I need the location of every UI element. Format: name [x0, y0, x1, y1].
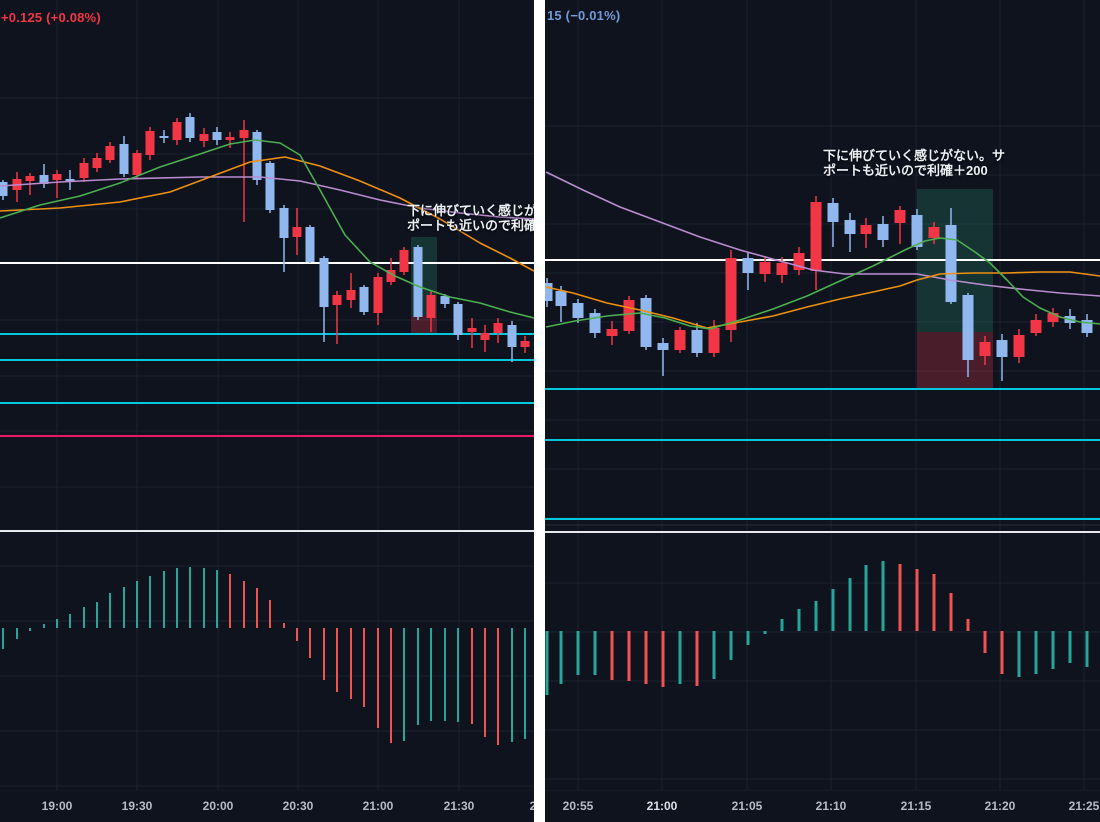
time-axis[interactable]: 19:00 19:30 20:00 20:30 21:00 21:30 22:00 [0, 790, 534, 822]
time-label: 21:25 [1068, 799, 1100, 813]
price-chart-canvas-left[interactable] [0, 0, 534, 822]
trade-note-annotation[interactable]: 下に伸びていく感じがない。サ ポートも近いので利確＋200 [407, 203, 534, 233]
trade-note-line: ポートも近いので利確＋200 [407, 218, 534, 233]
chart-panel-right[interactable]: 15 (−0.01%) 下に伸びていく感じがない。サ ポートも近いので利確＋20… [545, 0, 1100, 822]
panel-divider [534, 0, 545, 822]
time-axis[interactable]: 20:55 21:00 21:05 21:10 21:15 21:20 21:25 [545, 790, 1100, 822]
trade-note-line: 下に伸びていく感じがない。サ [407, 203, 534, 218]
price-chart-canvas-right[interactable] [545, 0, 1100, 822]
time-label: 21:00 [646, 799, 678, 813]
time-label: 20:55 [562, 799, 594, 813]
time-label: 21:15 [900, 799, 932, 813]
trade-note-annotation[interactable]: 下に伸びていく感じがない。サ ポートも近いので利確＋200 [823, 148, 1005, 178]
time-label: 21:30 [443, 799, 475, 813]
time-label: 21:00 [362, 799, 394, 813]
time-label: 20:30 [282, 799, 314, 813]
time-label: 21:05 [731, 799, 763, 813]
chart-panel-left[interactable]: +0.125 (+0.08%) 下に伸びていく感じがない。サ ポートも近いので利… [0, 0, 534, 822]
time-label: 20:00 [202, 799, 234, 813]
price-change-readout: +0.125 (+0.08%) [1, 10, 101, 25]
time-label: 19:00 [41, 799, 73, 813]
time-label: 22:00 [529, 799, 534, 813]
price-change-readout: 15 (−0.01%) [547, 8, 621, 23]
time-label: 21:10 [815, 799, 847, 813]
trade-note-line: ポートも近いので利確＋200 [823, 163, 988, 178]
trade-note-line: 下に伸びていく感じがない。サ [823, 148, 1006, 163]
time-label: 21:20 [984, 799, 1016, 813]
time-label: 19:30 [121, 799, 153, 813]
